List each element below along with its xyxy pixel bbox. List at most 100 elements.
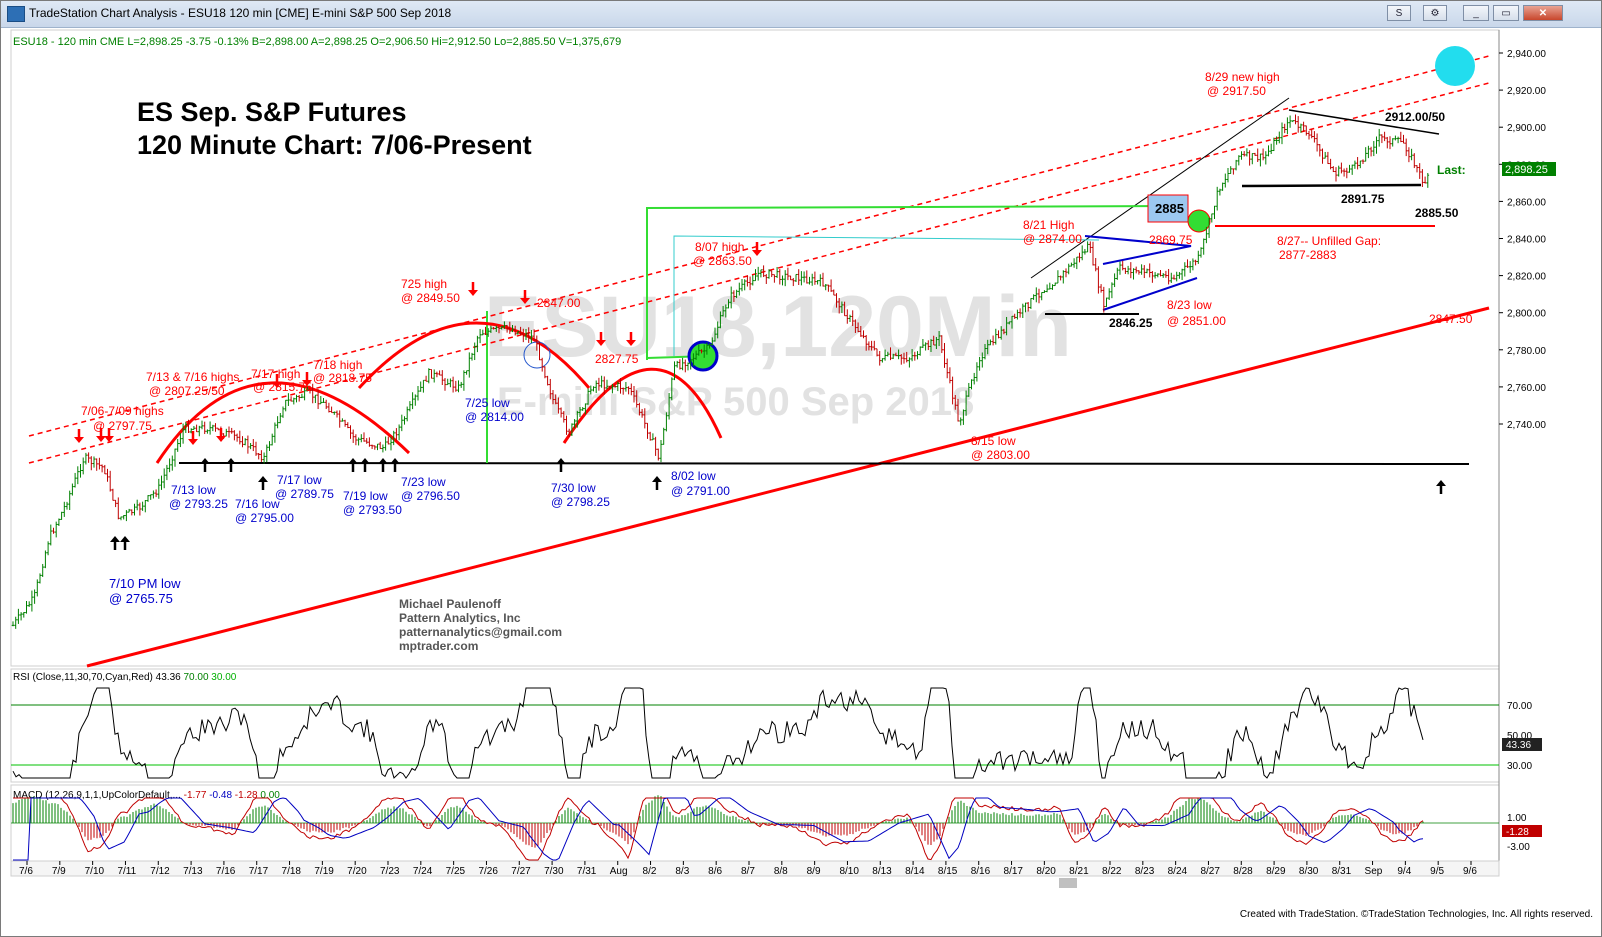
black-up-arrow-icon <box>226 458 236 472</box>
red-down-arrow-icon <box>188 431 198 445</box>
date-label: 8/28 <box>1233 866 1253 877</box>
black-up-arrow-icon <box>200 458 210 472</box>
date-label: 8/22 <box>1102 866 1122 877</box>
red-down-arrow-icon <box>302 372 312 386</box>
settings-icon[interactable]: ⚙ <box>1423 5 1447 21</box>
author-block: Michael Paulenoff Pattern Analytics, Inc… <box>399 597 562 653</box>
date-label: 8/8 <box>774 866 788 877</box>
chart-annotation: 8/07 high <box>695 240 744 254</box>
date-label: Sep <box>1365 866 1383 877</box>
major-uptrend-line <box>86 306 1490 668</box>
price-label: 2,920.00 <box>1507 86 1546 97</box>
macd-last-tag <box>1502 825 1542 837</box>
red-down-arrow-icon <box>752 242 762 256</box>
window-title: TradeStation Chart Analysis - ESU18 120 … <box>29 6 452 20</box>
breakout-marker-aug-3 <box>687 340 719 372</box>
chart-annotation: 7/30 low <box>551 481 596 495</box>
date-label: 7/16 <box>216 866 236 877</box>
rsi-line <box>12 687 1424 779</box>
maximize-button[interactable]: ▭ <box>1493 5 1519 21</box>
date-label: 7/20 <box>347 866 367 877</box>
date-label: 8/24 <box>1168 866 1188 877</box>
date-label: 8/17 <box>1004 866 1024 877</box>
level-box-label: 2885 <box>1155 201 1184 216</box>
black-up-arrow-icon <box>360 458 370 472</box>
rising-wedge-line <box>1030 97 1290 279</box>
chart-annotation: 2847.00 <box>537 296 581 310</box>
chart-annotation: @ 2797.75 <box>93 419 152 433</box>
copyright-text: Created with TradeStation. ©TradeStation… <box>1239 909 1593 920</box>
chart-annotation: @ 2815.75 <box>253 380 312 394</box>
date-label: 7/13 <box>183 866 203 877</box>
last-price-tag <box>1502 162 1556 176</box>
black-up-arrow-icon <box>556 458 566 472</box>
rsi-label: RSI (Close,11,30,70,Cyan,Red) 43.36 70.0… <box>13 672 237 683</box>
date-label: 8/10 <box>839 866 859 877</box>
chart-annotation: 8/21 High <box>1023 218 1074 232</box>
rsi-axis-30: 30.00 <box>1507 761 1532 772</box>
black-up-arrow-icon <box>652 476 662 490</box>
date-label: 8/21 <box>1069 866 1089 877</box>
chart-annotation: @ 2793.50 <box>343 503 402 517</box>
symbol-link-button[interactable]: S <box>1387 5 1411 21</box>
chart-annotation: @ 2798.25 <box>551 495 610 509</box>
support-2891-line <box>1241 183 1422 188</box>
date-label: 9/5 <box>1430 866 1444 877</box>
price-panel <box>10 29 1500 667</box>
close-button[interactable]: ✕ <box>1523 5 1563 21</box>
chart-annotation: 8/02 low <box>671 469 716 483</box>
red-down-arrow-icon <box>272 374 282 388</box>
price-label: 2,940.00 <box>1507 49 1546 60</box>
chart-annotation: @ 2796.50 <box>401 489 460 503</box>
chart-area[interactable]: ESU18 - 120 min CME L=2,898.25 -3.75 -0.… <box>9 28 1595 908</box>
rsi-axis-50: 50.00 <box>1507 731 1532 742</box>
date-label: 8/7 <box>741 866 755 877</box>
date-label: 7/17 <box>249 866 269 877</box>
chart-annotation: @ 2791.00 <box>671 484 730 498</box>
chart-annotation: 7/06-7/09 highs <box>81 404 164 418</box>
date-label: 8/14 <box>905 866 925 877</box>
date-label: Aug <box>610 866 628 877</box>
price-label: 2,820.00 <box>1507 272 1546 283</box>
chart-annotation: @ 2874.00 <box>1023 232 1082 246</box>
black-up-arrow-icon <box>348 458 358 472</box>
minimize-button[interactable]: _ <box>1463 5 1489 21</box>
chart-annotation: 7/13 low <box>171 483 216 497</box>
red-down-arrow-icon <box>104 428 114 442</box>
chart-annotation: 7/18 high <box>313 358 362 372</box>
price-label: 2,900.00 <box>1507 123 1546 134</box>
macd-axis-minus3: -3.00 <box>1507 842 1530 853</box>
chart-annotation: 2847.50 <box>1429 312 1473 326</box>
black-up-arrow-icon <box>258 476 268 490</box>
rsi-last-value: 43.36 <box>1506 740 1531 751</box>
support-line-2790 <box>178 462 1470 465</box>
chart-annotation: @ 2803.00 <box>971 448 1030 462</box>
title-bar[interactable]: TradeStation Chart Analysis - ESU18 120 … <box>1 1 1601 28</box>
chart-annotation: 2912.00/50 <box>1385 110 1445 124</box>
chart-annotation: 7/10 PM low <box>109 576 181 591</box>
scrollbar-thumb[interactable] <box>1059 878 1077 888</box>
date-label: 7/23 <box>380 866 400 877</box>
chart-annotation: 7/19 low <box>343 489 388 503</box>
target-marker-circle <box>1435 46 1475 86</box>
chart-annotation: @ 2807.25/50 <box>149 384 225 398</box>
chart-annotation: @ 2818.75 <box>313 371 372 385</box>
date-label: 8/9 <box>807 866 821 877</box>
author-website: mptrader.com <box>399 639 478 653</box>
chart-annotation: 7/23 low <box>401 475 446 489</box>
red-down-arrow-icon <box>96 428 106 442</box>
date-label: 8/15 <box>938 866 958 877</box>
chart-annotation: 2885.50 <box>1415 206 1459 220</box>
date-axis <box>10 860 1500 877</box>
last-label: Last: <box>1437 163 1466 177</box>
resistance-2912-line <box>1288 109 1440 135</box>
rsi-last-tag <box>1502 738 1542 751</box>
date-axis-labels: 7/6 7/9 7/10 7/11 7/12 7/13 7/16 7/17 7/18 7/19 7/… <box>19 861 1477 877</box>
chart-annotation: @ 2917.50 <box>1207 84 1266 98</box>
date-label: 8/6 <box>708 866 722 877</box>
date-label: 8/27 <box>1200 866 1220 877</box>
chart-annotation: @ 2793.25 <box>169 497 228 511</box>
price-chart[interactable]: ESU18 - 120 min CME L=2,898.25 -3.75 -0.… <box>9 28 1595 908</box>
date-label: 7/24 <box>413 866 433 877</box>
